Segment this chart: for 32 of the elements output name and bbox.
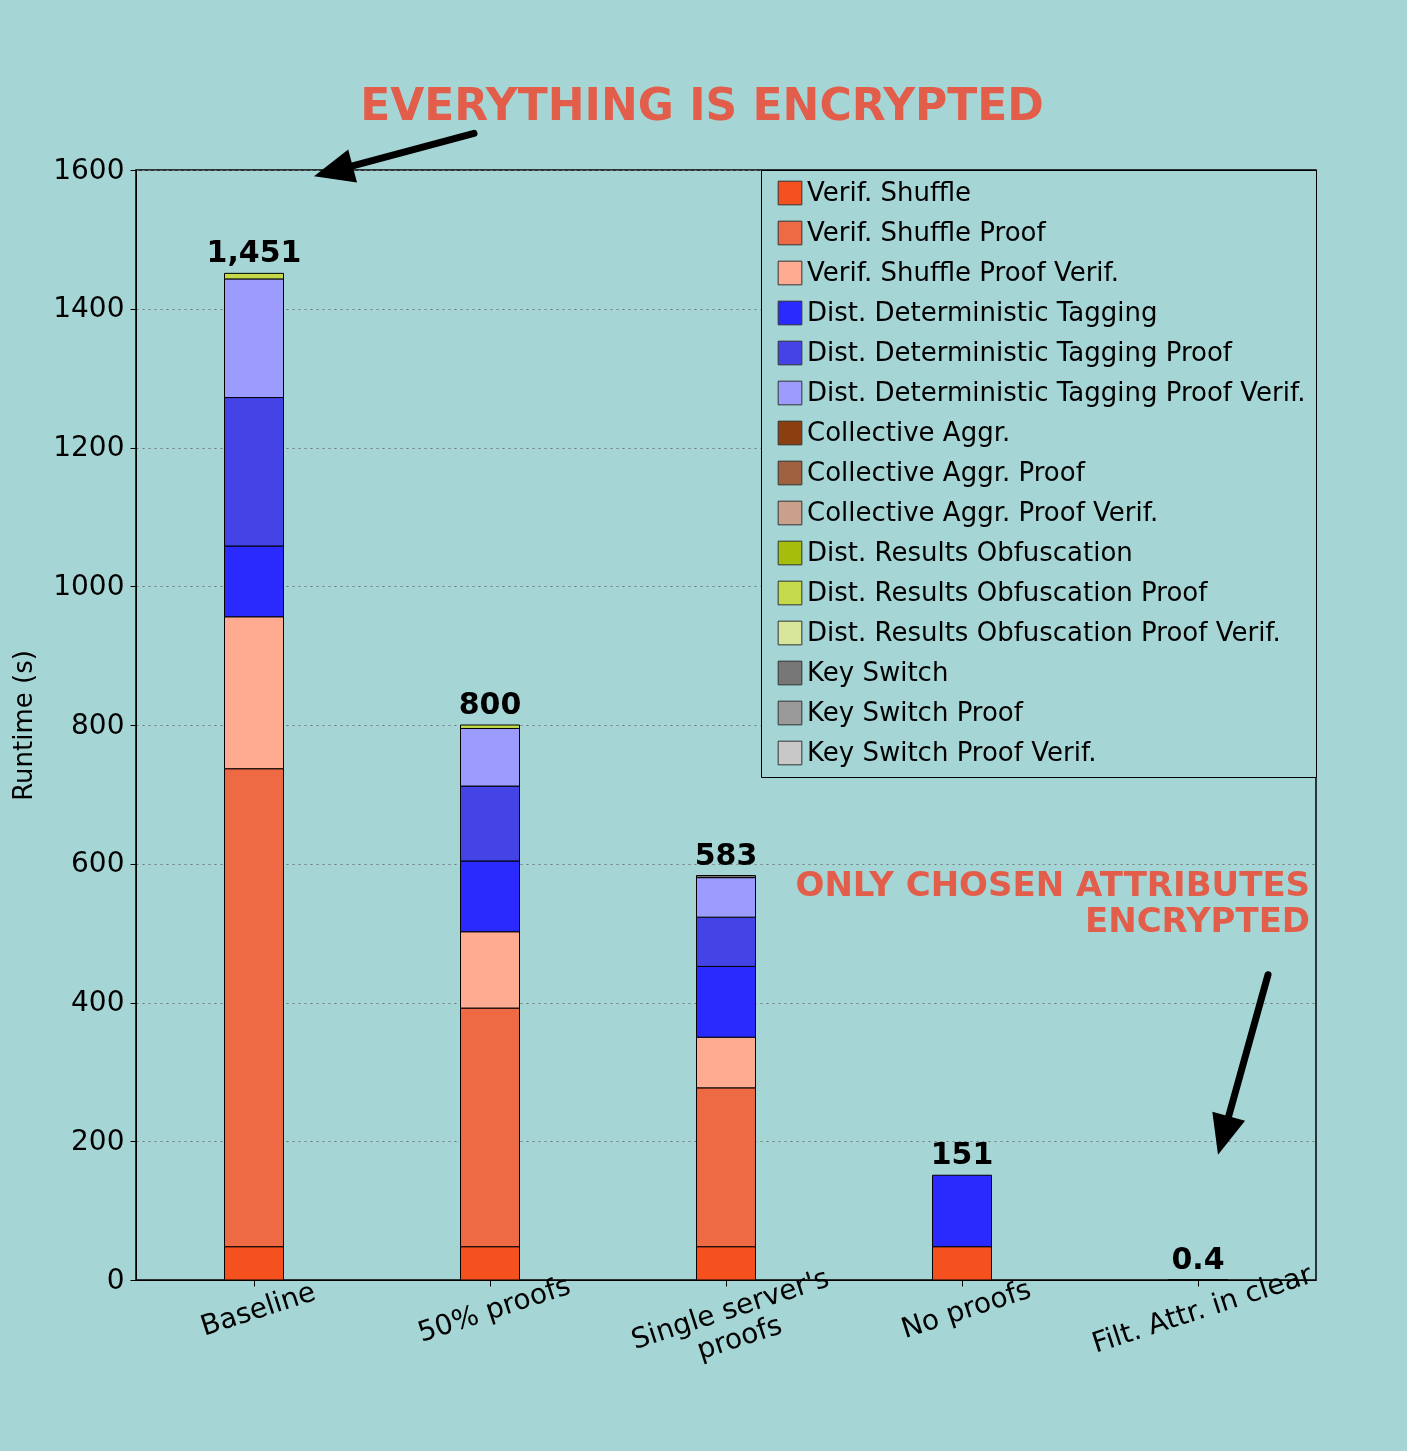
legend-label: Dist. Results Obfuscation [807, 537, 1133, 567]
annotation: ONLY CHOSEN ATTRIBUTES ENCRYPTED [795, 863, 1311, 940]
legend-label: Dist. Deterministic Tagging Proof Verif. [807, 377, 1306, 407]
legend-label: Collective Aggr. [807, 417, 1011, 447]
total-label: 1,451 [206, 234, 302, 270]
y-tick-label: 0 [106, 1262, 125, 1296]
y-tick-label: 600 [71, 846, 125, 880]
legend-label: Collective Aggr. Proof [807, 457, 1086, 487]
legend-label: Verif. Shuffle Proof Verif. [807, 257, 1120, 287]
legend-label: Dist. Deterministic Tagging Proof [807, 337, 1233, 367]
y-axis-title: Runtime (s) [8, 650, 39, 801]
legend-label: Dist. Results Obfuscation Proof Verif. [807, 617, 1281, 647]
legend-label: Key Switch Proof [807, 697, 1024, 727]
y-tick-label: 400 [71, 985, 125, 1018]
total-label: 151 [930, 1136, 994, 1172]
legend-label: Collective Aggr. Proof Verif. [807, 497, 1159, 527]
legend-label: Key Switch [807, 657, 949, 687]
y-tick-label: 200 [71, 1123, 125, 1157]
y-tick-label: 1000 [53, 568, 125, 602]
legend-label: Dist. Deterministic Tagging [807, 297, 1158, 327]
legend-label: Key Switch Proof Verif. [807, 737, 1097, 767]
text: EVERYTHING IS ENCRYPTED [360, 79, 1044, 131]
y-tick-label: 800 [71, 707, 125, 741]
total-label: 583 [694, 836, 758, 872]
legend-label: Dist. Results Obfuscation Proof [807, 577, 1209, 607]
total-label: 0.4 [1171, 1240, 1225, 1276]
legend-label: Verif. Shuffle Proof [807, 217, 1047, 247]
y-tick-label: 1600 [53, 152, 125, 186]
y-tick-label: 1200 [53, 430, 125, 463]
legend-label: Verif. Shuffle [807, 177, 972, 207]
y-tick-label: 1400 [53, 291, 125, 325]
total-label: 800 [458, 686, 522, 721]
